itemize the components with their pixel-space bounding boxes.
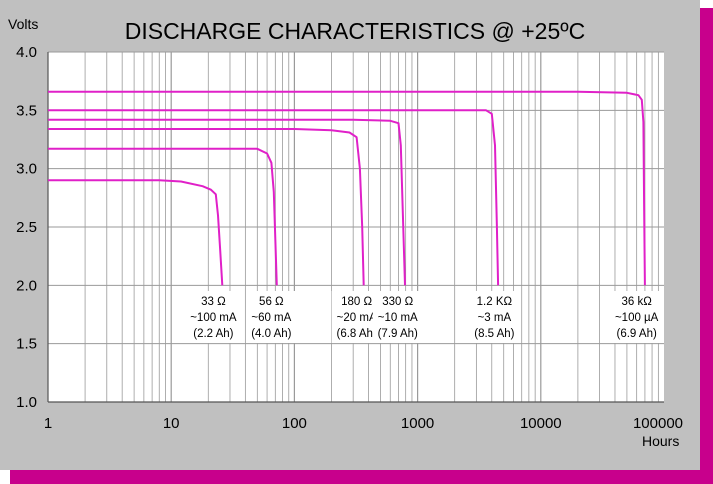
series-line-6	[48, 90, 646, 286]
x-tick-label: 1000	[401, 415, 434, 432]
series-annotation-line: ~10 mA	[378, 312, 418, 324]
y-tick-label: 2.0	[16, 277, 37, 294]
series-lines	[48, 90, 646, 286]
annotation-box	[188, 291, 239, 343]
series-line-5	[48, 109, 500, 286]
series-annotation-line: (7.9 Ah)	[378, 328, 418, 340]
series-line-2	[48, 147, 278, 286]
series-annotations: 33 Ω ~100 mA (2.2 Ah) 56 Ω ~60 mA (4.0 Ah) 180…	[188, 291, 662, 343]
y-tick-label: 2.5	[16, 219, 37, 236]
chart-title: DISCHARGE CHARACTERISTICS @ +25ºC	[125, 18, 586, 44]
y-tick-labels: 1.0 1.5 2.0 2.5 3.0 3.5 4.0	[16, 44, 37, 411]
series-annotation-line: 330 Ω	[382, 296, 413, 308]
series-annotation-line: 56 Ω	[259, 296, 284, 308]
series-annotation-line: 1.2 KΩ	[477, 296, 513, 308]
series-line-4	[48, 118, 406, 286]
series-line-1	[48, 179, 224, 286]
y-tick-label: 1.5	[16, 336, 37, 353]
x-tick-labels: 1 10 100 1000 10000 100000	[44, 415, 683, 432]
y-tick-label: 3.5	[16, 102, 37, 119]
series-annotation-line: (2.2 Ah)	[193, 328, 233, 340]
annotation-box	[372, 291, 423, 343]
x-axis-label: Hours	[642, 433, 679, 449]
series-annotation-line: ~20 mA	[337, 312, 377, 324]
series-annotation-line: (4.0 Ah)	[251, 328, 291, 340]
y-tick-label: 3.0	[16, 161, 37, 178]
annotation-box	[611, 291, 662, 343]
series-annotation-line: ~3 mA	[478, 312, 512, 324]
series-annotation-line: (6.8 Ah)	[336, 328, 376, 340]
x-tick-label: 1	[44, 415, 52, 432]
series-annotation-line: (6.9 Ah)	[617, 328, 657, 340]
annotation-box	[246, 291, 297, 343]
x-tick-label: 100	[282, 415, 307, 432]
x-tick-label: 100000	[633, 415, 683, 432]
x-tick-label: 10000	[520, 415, 562, 432]
y-tick-label: 4.0	[16, 44, 37, 61]
y-tick-label: 1.0	[16, 394, 37, 411]
series-annotation-line: ~100 µA	[615, 312, 659, 324]
series-line-3	[48, 128, 365, 286]
y-axis-label: Volts	[8, 16, 38, 32]
series-annotation-line: 36 kΩ	[621, 296, 652, 308]
series-annotation-line: (8.5 Ah)	[474, 328, 514, 340]
series-annotation-line: 33 Ω	[201, 296, 226, 308]
series-annotation-line: ~60 mA	[251, 312, 291, 324]
series-annotation-line: ~100 mA	[190, 312, 237, 324]
x-tick-label: 10	[163, 415, 180, 432]
annotation-box	[469, 291, 520, 343]
series-annotation-line: 180 Ω	[341, 296, 372, 308]
